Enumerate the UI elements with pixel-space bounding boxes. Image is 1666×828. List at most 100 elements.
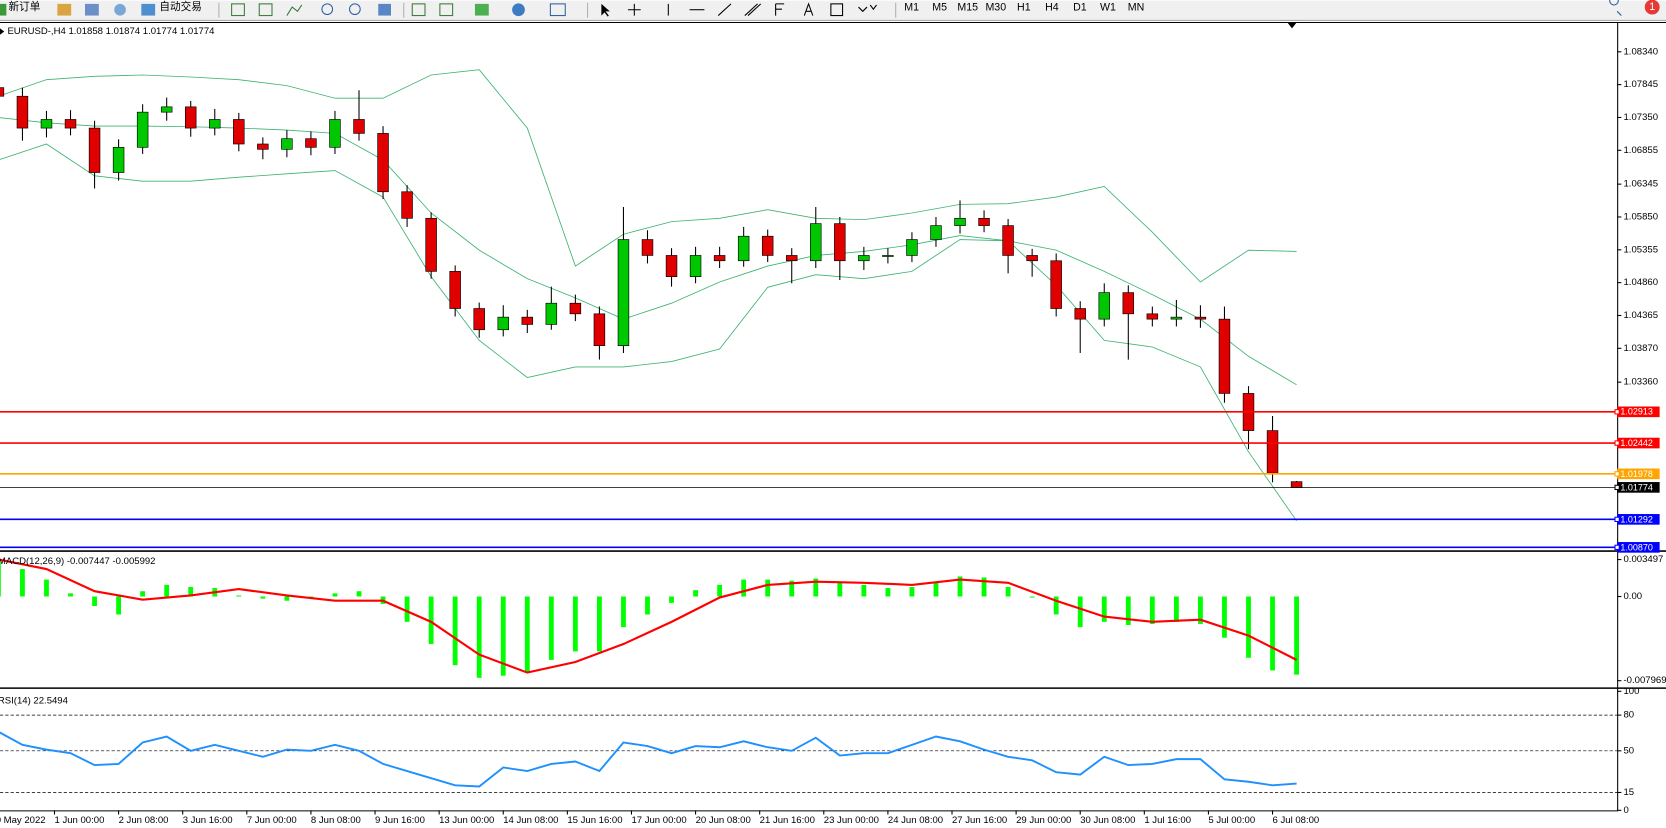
candle-body bbox=[40, 119, 53, 129]
macd-bar bbox=[404, 596, 410, 622]
x-tick-label: 2 Jun 08:00 bbox=[119, 815, 169, 826]
y-tick-label: 1.08340 bbox=[1624, 46, 1659, 57]
candle-body bbox=[545, 302, 558, 325]
timeframe-button[interactable]: M30 bbox=[985, 1, 1006, 13]
macd-bar bbox=[645, 596, 650, 615]
y-tick-label: 0.00 bbox=[1624, 591, 1643, 602]
notification-count: 1 bbox=[1649, 1, 1655, 13]
channel-button[interactable] bbox=[744, 3, 762, 16]
candle-body bbox=[858, 255, 870, 262]
macd-bar bbox=[621, 596, 626, 628]
bollinger-upper bbox=[0, 69, 1297, 283]
macd-bar bbox=[933, 581, 939, 597]
chart-shift-marker[interactable] bbox=[1287, 23, 1297, 29]
toolbar-icon[interactable] bbox=[114, 3, 126, 16]
macd-bar bbox=[452, 596, 458, 666]
y-tick-label: -0.007969 bbox=[1624, 675, 1666, 686]
candle-body bbox=[713, 255, 726, 262]
x-tick-label: 6 Jul 08:00 bbox=[1273, 815, 1320, 826]
candle-body bbox=[160, 106, 173, 113]
timeframe-button[interactable]: MN bbox=[1128, 1, 1145, 13]
macd-bar bbox=[524, 596, 530, 673]
candle-body bbox=[569, 302, 582, 315]
timeframe-button[interactable]: H4 bbox=[1045, 1, 1059, 13]
candle-body bbox=[1074, 308, 1086, 320]
macd-bar bbox=[1053, 596, 1059, 615]
fibo-button[interactable] bbox=[775, 3, 785, 16]
x-tick-label: 24 Jun 08:00 bbox=[888, 815, 943, 826]
candle-body bbox=[521, 316, 534, 325]
toolbar-icon[interactable] bbox=[57, 3, 72, 16]
macd-bar bbox=[260, 596, 266, 599]
search-button[interactable] bbox=[1609, 0, 1622, 16]
templates-button[interactable] bbox=[549, 3, 566, 17]
bar-chart-button[interactable] bbox=[231, 3, 245, 17]
macd-bar bbox=[1294, 596, 1299, 675]
y-tick-label: 80 bbox=[1624, 710, 1635, 721]
timeframe-button[interactable]: M15 bbox=[957, 1, 978, 13]
shift-button[interactable] bbox=[439, 3, 454, 17]
tile-button[interactable] bbox=[378, 3, 391, 16]
auto-trading-button[interactable]: 自动交易 bbox=[159, 0, 201, 13]
line-chart-button[interactable] bbox=[286, 4, 303, 16]
macd-bar bbox=[116, 596, 122, 615]
timeframe-button[interactable]: D1 bbox=[1073, 1, 1087, 13]
y-tick-label: 1.07350 bbox=[1624, 112, 1659, 123]
candle-body bbox=[737, 235, 750, 262]
x-tick-label: 30 Jun 08:00 bbox=[1080, 815, 1135, 826]
trendline-button[interactable] bbox=[717, 3, 732, 16]
x-tick-label: 30 May 2022 bbox=[0, 815, 46, 826]
candle-body bbox=[1026, 255, 1038, 262]
candle-body bbox=[834, 223, 846, 262]
x-tick-label: 5 Jul 00:00 bbox=[1208, 815, 1255, 826]
zoom-in-button[interactable] bbox=[321, 3, 334, 16]
timeframe-button[interactable]: M5 bbox=[932, 1, 947, 13]
candle-chart-button[interactable] bbox=[258, 3, 273, 17]
cursor-button[interactable] bbox=[601, 3, 610, 17]
candle-body bbox=[1194, 316, 1207, 320]
candle-body bbox=[281, 138, 293, 150]
macd-bar bbox=[428, 596, 434, 645]
timeframe-button[interactable]: W1 bbox=[1100, 1, 1116, 13]
autoscroll-button[interactable] bbox=[411, 3, 426, 17]
candle-body bbox=[882, 255, 894, 257]
indicators-button[interactable] bbox=[474, 3, 489, 16]
macd-signal bbox=[0, 558, 1298, 674]
macd-bar bbox=[837, 582, 843, 597]
toolbar-icon[interactable] bbox=[85, 3, 99, 16]
candle-body bbox=[425, 217, 437, 272]
candle-body bbox=[233, 119, 245, 145]
text-button[interactable] bbox=[803, 2, 814, 16]
price-level-label: 1.01978 bbox=[1620, 469, 1653, 479]
macd-bar bbox=[1005, 586, 1011, 597]
candle-body bbox=[1098, 292, 1110, 320]
candle-body bbox=[449, 271, 461, 309]
new-order-button[interactable]: 新订单 bbox=[9, 0, 41, 13]
chart-panel bbox=[0, 69, 1618, 549]
macd-bar bbox=[909, 586, 915, 597]
macd-bar bbox=[68, 593, 73, 597]
price-level-handle bbox=[1614, 484, 1620, 491]
candle-body bbox=[1002, 225, 1014, 256]
candle-body bbox=[1050, 260, 1062, 309]
candle-body bbox=[184, 106, 197, 129]
notification-badge[interactable] bbox=[1644, 0, 1660, 15]
timeframe-button[interactable]: M1 bbox=[904, 1, 919, 13]
macd-bar bbox=[861, 584, 867, 597]
label-button[interactable] bbox=[830, 3, 844, 17]
macd-bar bbox=[188, 586, 194, 597]
crosshair-button[interactable] bbox=[627, 3, 641, 16]
candle-body bbox=[1266, 430, 1279, 474]
price-level-tag bbox=[1617, 468, 1660, 480]
arrows-button[interactable] bbox=[858, 4, 877, 13]
y-tick-label: 1.06345 bbox=[1624, 179, 1659, 190]
y-tick-label: 1.03870 bbox=[1624, 343, 1659, 354]
x-tick-label: 3 Jun 16:00 bbox=[183, 815, 233, 826]
macd-bar bbox=[1270, 596, 1275, 671]
zoom-out-button[interactable] bbox=[349, 3, 361, 16]
candle-body bbox=[761, 235, 774, 256]
timeframe-button[interactable]: H1 bbox=[1017, 1, 1031, 13]
candle-body bbox=[593, 313, 606, 346]
periods-button[interactable] bbox=[512, 3, 525, 17]
